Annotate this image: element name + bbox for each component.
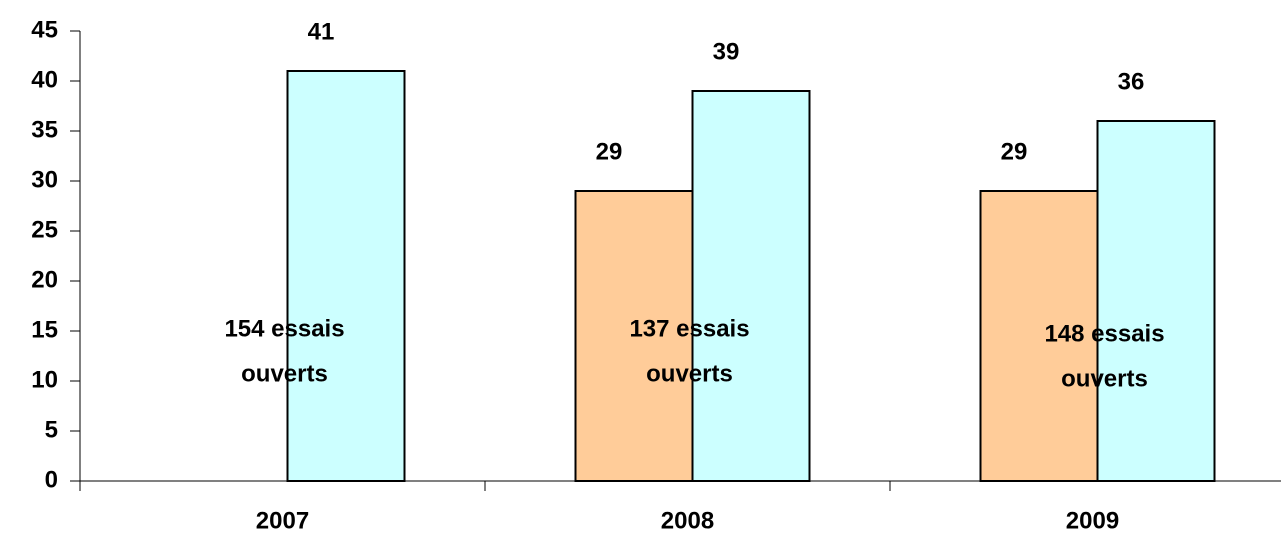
value-label: 29 xyxy=(596,138,623,165)
y-tick-label: 25 xyxy=(31,216,58,243)
annotation: 148 essais xyxy=(1044,320,1164,347)
value-label: 36 xyxy=(1118,68,1145,95)
bar xyxy=(691,90,811,482)
x-tick-label: 2008 xyxy=(661,507,714,534)
annotation: ouverts xyxy=(1061,365,1148,392)
annotation: 137 essais xyxy=(629,315,749,342)
value-label: 41 xyxy=(308,18,335,45)
y-tick-label: 30 xyxy=(31,166,58,193)
x-tick-label: 2007 xyxy=(256,507,309,534)
y-tick-label: 5 xyxy=(45,416,58,443)
y-tick-label: 10 xyxy=(31,366,58,393)
annotation: ouverts xyxy=(646,360,733,387)
y-tick-label: 15 xyxy=(31,316,58,343)
bar xyxy=(1096,120,1216,482)
annotation: 154 essais xyxy=(224,315,344,342)
value-label: 29 xyxy=(1001,138,1028,165)
value-label: 39 xyxy=(713,38,740,65)
y-tick-label: 35 xyxy=(31,116,58,143)
y-tick-label: 0 xyxy=(45,466,58,493)
annotation: ouverts xyxy=(241,360,328,387)
bar xyxy=(574,190,694,482)
y-tick-label: 40 xyxy=(31,66,58,93)
bar xyxy=(286,70,406,482)
x-tick-label: 2009 xyxy=(1066,507,1119,534)
y-tick-label: 20 xyxy=(31,266,58,293)
y-tick-label: 45 xyxy=(31,16,58,43)
